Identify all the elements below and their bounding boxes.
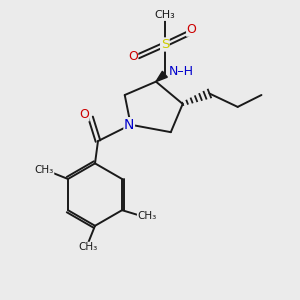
Text: N: N bbox=[124, 118, 134, 132]
Text: O: O bbox=[187, 23, 196, 36]
Text: CH₃: CH₃ bbox=[34, 165, 54, 175]
Text: CH₃: CH₃ bbox=[137, 211, 157, 221]
Text: S: S bbox=[161, 38, 169, 51]
Polygon shape bbox=[156, 71, 167, 82]
Text: O: O bbox=[79, 108, 89, 121]
Text: O: O bbox=[128, 50, 138, 63]
Text: N–H: N–H bbox=[169, 65, 194, 78]
Text: CH₃: CH₃ bbox=[78, 242, 98, 252]
Text: CH₃: CH₃ bbox=[154, 11, 175, 20]
